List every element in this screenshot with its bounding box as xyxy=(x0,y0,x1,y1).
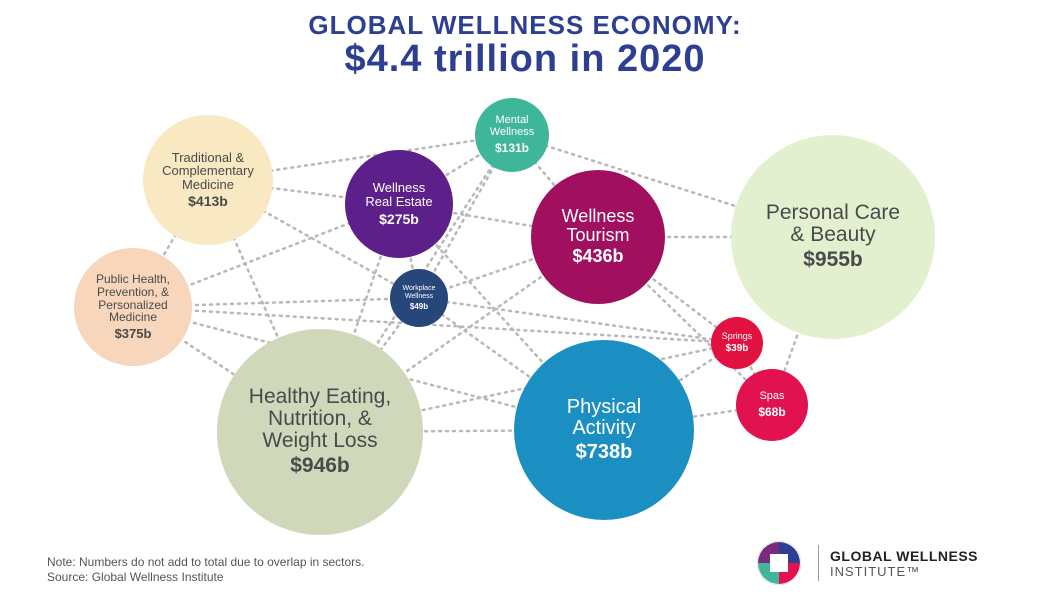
bubble-value: $413b xyxy=(188,193,228,210)
bubble-value: $946b xyxy=(290,454,350,478)
bubble-value: $39b xyxy=(725,343,749,355)
bubble-label: Physical Activity xyxy=(566,395,642,439)
title-line2: $4.4 trillion in 2020 xyxy=(344,38,706,80)
bubble-label: Wellness Real Estate xyxy=(365,180,433,209)
bubble-value: $275b xyxy=(379,210,419,227)
note-text: Note: Numbers do not add to total due to… xyxy=(47,555,365,569)
bubble-label: Workplace Wellness xyxy=(402,285,436,300)
bubble-value: $375b xyxy=(114,325,152,341)
bubble-value: $131b xyxy=(494,140,530,155)
bubble-value: $738b xyxy=(575,440,633,463)
bubble-traditional-medicine: Traditional & Complementary Medicine $413… xyxy=(143,115,273,245)
gwi-logo-icon xyxy=(756,540,802,586)
link-public-health-workplace-wellness xyxy=(131,296,421,309)
logo-text-line1: GLOBAL WELLNESS xyxy=(830,548,979,564)
bubble-label: Public Health, Prevention, & Personalize… xyxy=(95,272,171,325)
bubble-label: Healthy Eating, Nutrition, & Weight Loss xyxy=(248,384,392,453)
logo-divider xyxy=(818,545,819,581)
bubble-workplace-wellness: Workplace Wellness $49b xyxy=(390,269,448,327)
bubble-value: $68b xyxy=(758,404,786,419)
bubble-value: $436b xyxy=(572,246,624,267)
logo-text-line2: INSTITUTE™ xyxy=(830,564,921,579)
source-text: Source: Global Wellness Institute xyxy=(47,570,224,584)
bubble-label: Traditional & Complementary Medicine xyxy=(162,149,254,192)
bubble-real-estate: Wellness Real Estate $275b xyxy=(345,150,453,258)
bubble-label: Personal Care & Beauty xyxy=(765,200,901,246)
link-wellness-tourism-spas xyxy=(596,235,774,407)
link-real-estate-healthy-eating xyxy=(318,202,401,434)
bubble-public-health: Public Health, Prevention, & Personalize… xyxy=(74,248,192,366)
link-healthy-eating-physical-activity xyxy=(318,428,606,434)
bubble-value: $955b xyxy=(803,248,863,272)
bubble-physical-activity: Physical Activity $738b xyxy=(514,340,694,520)
link-public-health-springs xyxy=(131,305,739,345)
bubble-personal-care: Personal Care & Beauty $955b xyxy=(731,135,935,339)
bubble-value: $49b xyxy=(409,301,429,311)
bubble-label: Wellness Tourism xyxy=(561,205,635,245)
bubble-healthy-eating: Healthy Eating, Nutrition, & Weight Loss… xyxy=(217,329,423,535)
bubble-springs: Springs $39b xyxy=(711,317,763,369)
bubble-label: Mental Wellness xyxy=(489,114,535,138)
bubble-label: Springs xyxy=(721,330,753,341)
bubble-spas: Spas $68b xyxy=(736,369,808,441)
title-line1: GLOBAL WELLNESS ECONOMY: xyxy=(308,10,742,40)
link-workplace-wellness-springs xyxy=(417,296,739,345)
bubble-mental-wellness: Mental Wellness $131b xyxy=(475,98,549,172)
bubble-wellness-tourism: Wellness Tourism $436b xyxy=(531,170,665,304)
link-traditional-medicine-workplace-wellness xyxy=(206,178,421,300)
link-mental-wellness-workplace-wellness xyxy=(417,133,514,300)
bubble-label: Spas xyxy=(759,390,785,403)
